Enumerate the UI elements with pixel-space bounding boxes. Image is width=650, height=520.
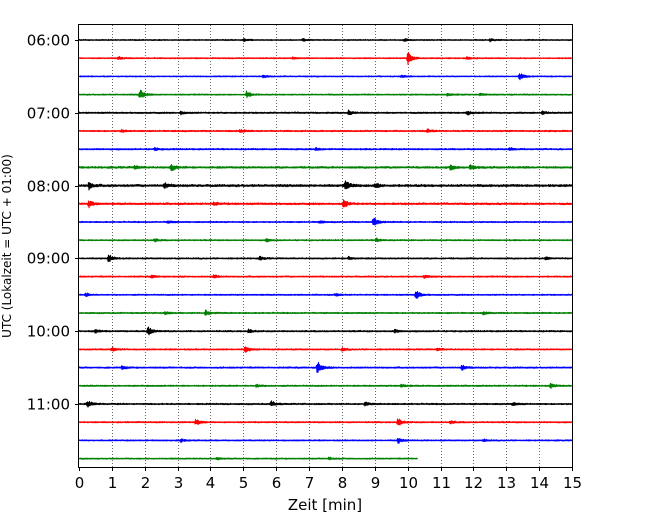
seismic-trace: [78, 199, 573, 209]
seismic-trace: [78, 274, 573, 279]
seismic-trace: [78, 326, 573, 336]
seismic-trace: [78, 89, 573, 99]
seismic-trace: [78, 147, 573, 152]
x-tick-label: 10: [399, 474, 418, 492]
seismic-trace: [78, 180, 573, 191]
x-tick-label: 15: [563, 474, 582, 492]
y-tick-label: 11:00: [27, 396, 70, 414]
seismic-trace: [78, 254, 573, 262]
seismic-trace: [78, 361, 573, 373]
seismic-trace: [78, 400, 573, 408]
x-tick-label: 4: [206, 474, 216, 492]
x-tick-label: 0: [75, 474, 85, 492]
seismic-trace: [78, 418, 573, 426]
y-tick-label: 09:00: [27, 250, 70, 268]
seismic-trace: [78, 346, 573, 353]
seismic-trace: [78, 291, 573, 300]
x-tick-label: 14: [530, 474, 549, 492]
y-tick-label: 08:00: [27, 178, 70, 196]
y-axis-label: UTC (Lokalzeit = UTC + 01:00): [0, 154, 14, 338]
seismic-trace: [78, 128, 573, 134]
seismic-trace: [78, 52, 573, 65]
plot-frame: [78, 24, 573, 468]
seismic-trace: [78, 109, 573, 116]
y-tick-label: 06:00: [27, 32, 70, 50]
grid-lines: [112, 25, 540, 467]
x-tick-label: 5: [239, 474, 249, 492]
seismic-trace: [78, 163, 573, 172]
seismic-trace: [78, 309, 573, 316]
y-tick-label: 07:00: [27, 105, 70, 123]
seismic-trace: [78, 237, 573, 243]
seismic-trace: [78, 437, 573, 444]
x-tick-label: 13: [497, 474, 516, 492]
x-axis-label: Zeit [min]: [288, 496, 362, 514]
traces: [78, 38, 573, 461]
x-tick-label: 1: [108, 474, 118, 492]
x-tick-label: 8: [338, 474, 348, 492]
seismic-trace: [78, 382, 573, 389]
x-tick-label: 12: [464, 474, 483, 492]
seismic-trace: [78, 73, 573, 81]
x-tick-label: 3: [174, 474, 184, 492]
x-axis-ticks: 0 1 2 3 4 5 6 7 8 9 10 11 12 13 14 15: [75, 467, 582, 492]
x-tick-label: 6: [272, 474, 282, 492]
x-tick-label: 2: [141, 474, 151, 492]
seismic-trace: [78, 38, 573, 43]
x-tick-label: 7: [305, 474, 315, 492]
seismic-trace: [78, 456, 418, 461]
x-tick-label: 9: [371, 474, 381, 492]
seismic-trace: [78, 217, 573, 226]
x-tick-label: 11: [432, 474, 451, 492]
y-axis-ticks: 06:00 07:00 08:00 09:00 10:00 11:00: [27, 32, 79, 414]
y-tick-label: 10:00: [27, 323, 70, 341]
